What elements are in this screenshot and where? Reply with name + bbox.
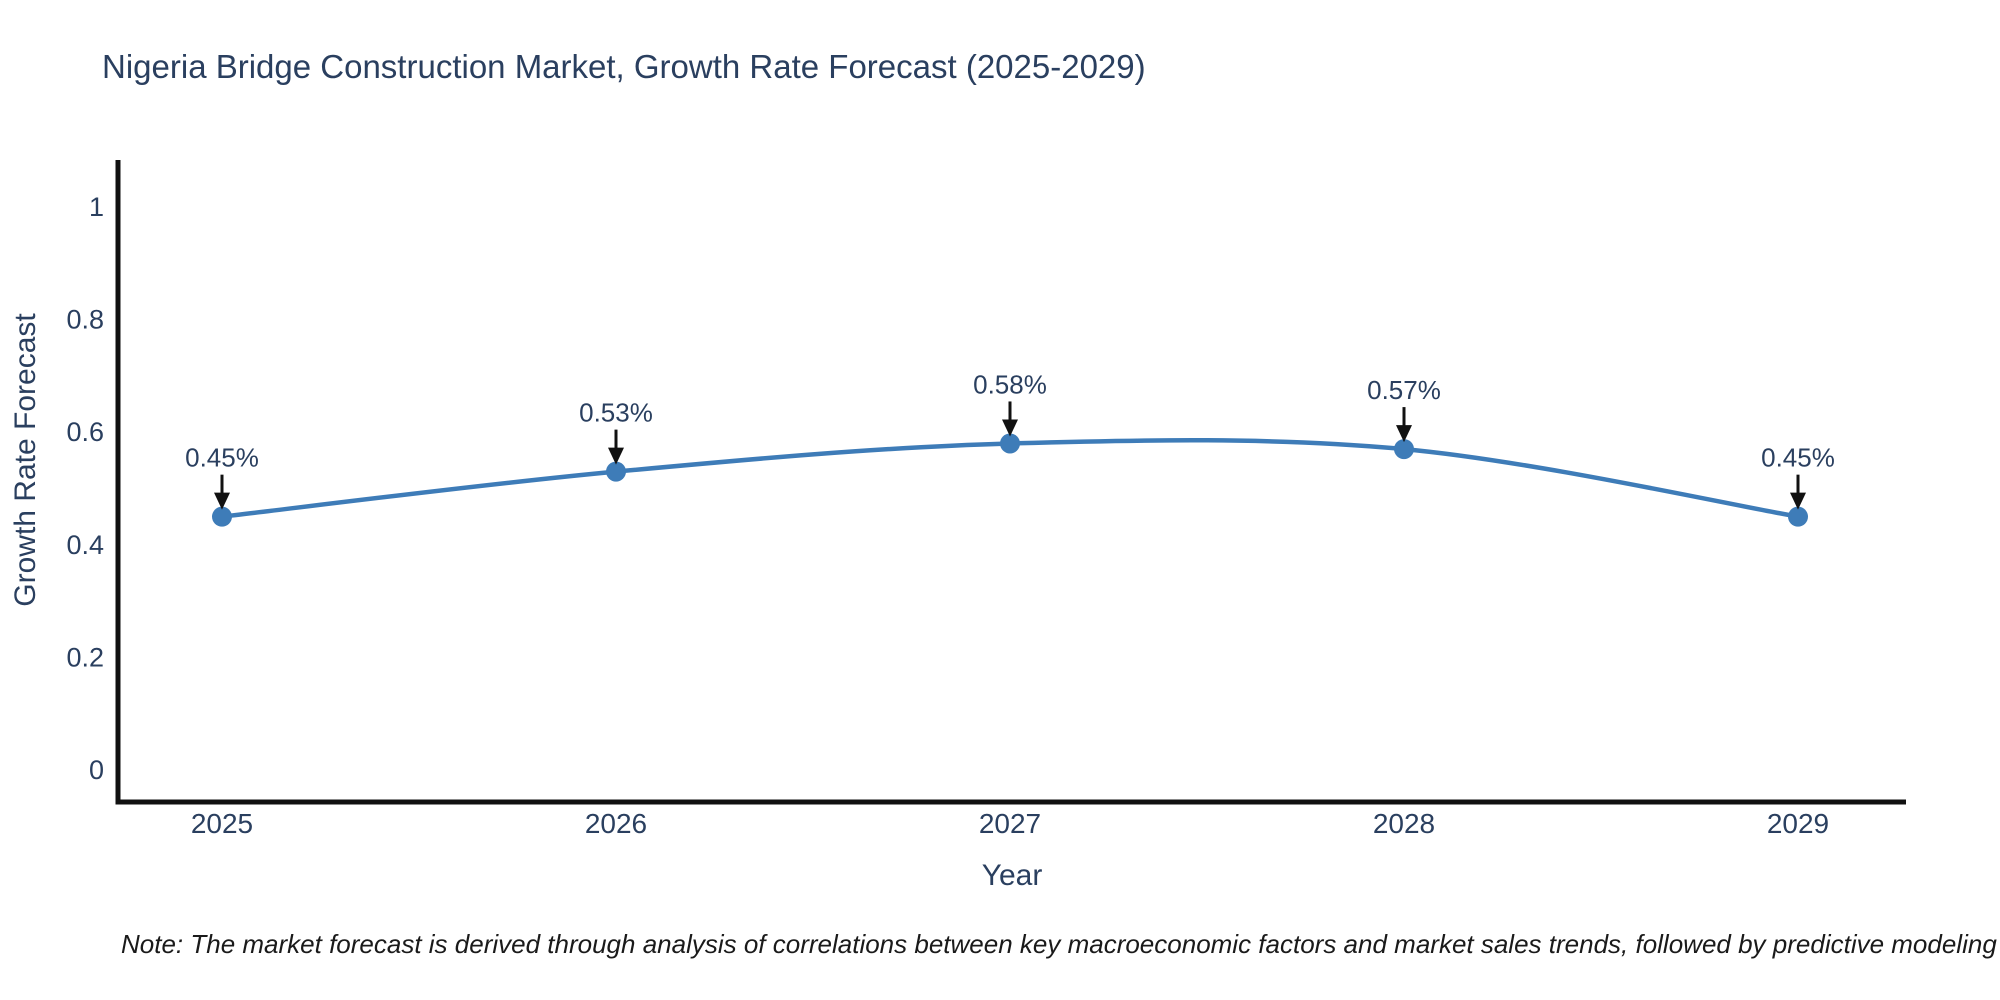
- annotation-arrow-head: [1002, 419, 1018, 437]
- x-tick-label: 2027: [979, 808, 1041, 839]
- data-point-marker: [1394, 439, 1414, 460]
- y-tick-label: 0.2: [66, 642, 104, 672]
- annotation-arrow-head: [1396, 425, 1412, 443]
- x-tick-label: 2029: [1767, 808, 1829, 839]
- y-tick-label: 0: [89, 755, 104, 785]
- annotation-arrow-head: [214, 492, 230, 510]
- x-tick-label: 2025: [191, 808, 253, 839]
- data-point-label: 0.45%: [1761, 443, 1835, 473]
- data-point-marker: [1788, 506, 1808, 527]
- data-point-label: 0.58%: [973, 369, 1047, 399]
- x-tick-label: 2026: [585, 808, 647, 839]
- data-point-marker: [1000, 433, 1020, 454]
- annotation-arrow-head: [1790, 492, 1806, 510]
- y-tick-label: 1: [89, 192, 104, 222]
- y-tick-label: 0.8: [66, 305, 104, 335]
- y-tick-label: 0.4: [66, 530, 104, 560]
- data-point-marker: [606, 461, 626, 482]
- chart-title: Nigeria Bridge Construction Market, Grow…: [102, 48, 1146, 85]
- data-point-label: 0.57%: [1367, 375, 1441, 405]
- data-point-label: 0.53%: [579, 398, 653, 428]
- annotation-arrow-head: [608, 447, 624, 465]
- footnote: Note: The market forecast is derived thr…: [121, 929, 2000, 959]
- y-tick-label: 0.6: [66, 417, 104, 447]
- x-axis-title: Year: [981, 859, 1043, 892]
- data-point-label: 0.45%: [185, 443, 259, 473]
- data-point-marker: [212, 506, 232, 527]
- x-tick-label: 2028: [1373, 808, 1435, 839]
